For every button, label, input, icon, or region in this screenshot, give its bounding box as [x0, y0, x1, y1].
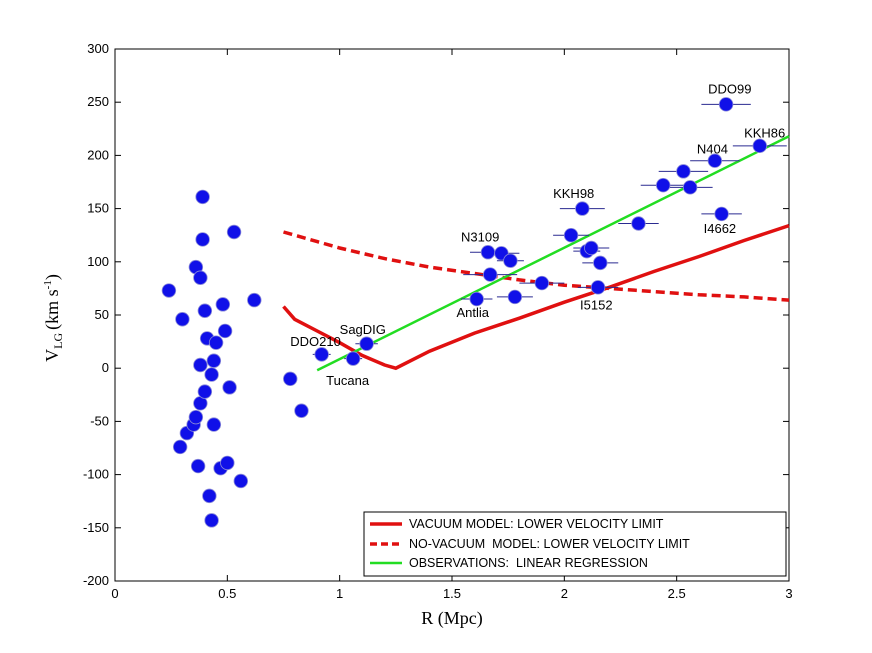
model-lines: [282, 135, 790, 372]
y-tick-label: -100: [83, 467, 109, 482]
data-point: [217, 323, 233, 339]
y-tick-label: 150: [87, 201, 109, 216]
y-axis-title: VLG (km s-1): [42, 274, 65, 362]
series-line: [316, 135, 790, 372]
y-tick-label: -150: [83, 520, 109, 535]
data-point: [161, 283, 177, 298]
data-point: [503, 253, 518, 268]
data-point: [682, 180, 698, 195]
data-point: [193, 357, 208, 373]
galaxy-label: KKH98: [553, 186, 594, 201]
x-tick-label: 2.5: [668, 586, 686, 601]
legend-label-vacuum: VACUUM MODEL: LOWER VELOCITY LIMIT: [409, 517, 664, 531]
data-point: [294, 403, 309, 418]
y-axis-title-unit: (km s: [42, 289, 63, 330]
legend-box: [363, 511, 787, 577]
data-point: [195, 232, 210, 247]
y-tick-label: 100: [87, 254, 109, 269]
galaxy-label: SagDIG: [340, 322, 386, 337]
y-tick-label: 0: [102, 360, 109, 375]
galaxy-label: I5152: [580, 298, 613, 313]
x-tick-label: 0: [111, 586, 118, 601]
data-point: [575, 201, 590, 216]
x-tick-label: 0.5: [218, 586, 236, 601]
data-point: [359, 336, 374, 351]
data-point: [197, 384, 213, 399]
data-point: [204, 513, 219, 528]
data-point: [204, 367, 219, 382]
legend: VACUUM MODEL: LOWER VELOCITY LIMIT NO-VA…: [363, 511, 787, 577]
data-point: [482, 267, 498, 282]
data-point: [215, 297, 231, 312]
data-point: [197, 303, 213, 318]
data-point: [206, 353, 222, 368]
data-points: [161, 97, 767, 528]
x-axis-title: R (Mpc): [421, 608, 483, 629]
y-axis-title-close: ): [42, 274, 63, 280]
y-tick-label: 300: [87, 41, 109, 56]
galaxy-label: Tucana: [326, 373, 370, 388]
data-point: [202, 488, 217, 504]
y-tick-label: -50: [90, 413, 109, 428]
y-axis-title-exp: -1: [42, 280, 54, 289]
data-point: [752, 138, 767, 154]
data-point: [631, 216, 646, 231]
galaxy-label: DDO99: [708, 82, 751, 97]
x-tick-label: 1.5: [443, 586, 461, 601]
data-point: [226, 224, 242, 240]
data-point: [593, 255, 608, 271]
series-line: [283, 230, 790, 302]
data-point: [190, 458, 206, 474]
galaxy-label: N404: [697, 141, 728, 156]
data-point: [676, 164, 691, 179]
data-point: [590, 280, 606, 295]
data-point: [220, 455, 235, 471]
y-tick-label: 50: [95, 307, 109, 322]
data-point: [345, 351, 361, 366]
y-tick-label: 250: [87, 94, 109, 109]
data-point: [206, 417, 222, 432]
data-point: [208, 335, 224, 350]
galaxy-label: I4662: [704, 221, 737, 236]
data-point: [718, 97, 734, 112]
data-point: [222, 380, 237, 395]
data-point: [283, 371, 298, 387]
data-point: [655, 177, 671, 193]
data-point: [707, 153, 723, 168]
y-axis-title-main: V: [42, 349, 62, 362]
ticks-layer: 0 0.5 1 1.5 2 2.5 3 -200 -150 -100 -50 0 50 100 150 200…: [83, 41, 793, 601]
data-point: [188, 409, 204, 425]
y-tick-label: -200: [83, 573, 109, 588]
galaxy-label: Antlia: [456, 305, 489, 320]
galaxy-label: KKH86: [744, 125, 785, 140]
data-point: [480, 245, 496, 260]
data-point: [507, 289, 523, 305]
galaxy-label: N3109: [461, 230, 499, 245]
galaxy-label: DDO210: [290, 334, 341, 349]
y-tick-label: 200: [87, 147, 109, 162]
data-point: [233, 473, 249, 489]
data-point: [563, 227, 579, 243]
data-point: [534, 275, 550, 291]
data-point: [175, 312, 190, 327]
legend-label-regression: OBSERVATIONS: LINEAR REGRESSION: [409, 556, 648, 570]
legend-label-novacuum: NO-VACUUM MODEL: LOWER VELOCITY LIMIT: [409, 537, 690, 551]
galaxy-labels: DDO99 KKH86 N404 KKH98 I4662 N3109 I5152 Antlia…: [290, 82, 785, 389]
data-point: [714, 206, 729, 222]
data-point: [247, 292, 262, 308]
data-point: [172, 439, 188, 455]
data-point: [314, 347, 329, 362]
x-tick-label: 2: [561, 586, 568, 601]
data-point: [584, 240, 599, 256]
y-axis-title-sub: LG: [51, 333, 65, 349]
data-point: [195, 189, 210, 205]
series-line: [282, 223, 790, 371]
data-point: [193, 270, 208, 285]
x-tick-label: 3: [785, 586, 792, 601]
plot-area: [114, 48, 790, 582]
x-tick-label: 1: [336, 586, 343, 601]
data-point: [469, 291, 484, 307]
